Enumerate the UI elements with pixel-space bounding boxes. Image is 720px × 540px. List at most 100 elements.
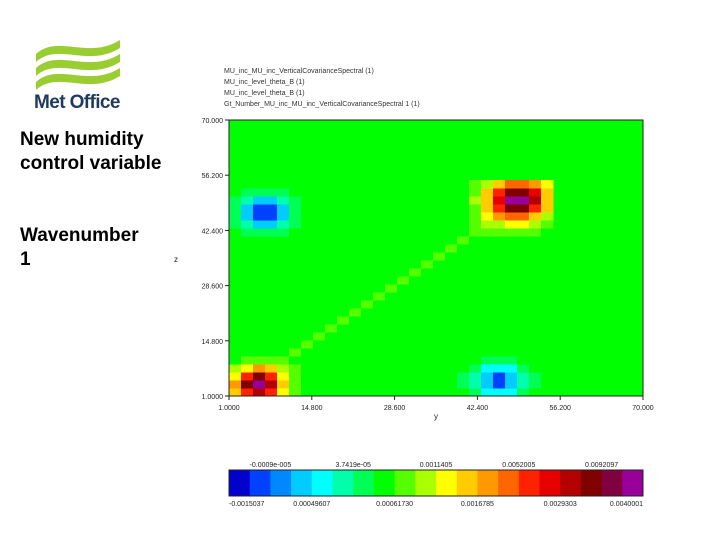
heatmap-cell xyxy=(517,348,530,357)
heatmap-cell xyxy=(361,332,374,341)
heatmap-cell xyxy=(337,372,350,381)
heatmap-cell xyxy=(229,324,242,333)
heatmap-cell xyxy=(325,244,338,253)
heatmap-cell xyxy=(481,252,494,261)
heatmap-cell xyxy=(397,324,410,333)
heatmap-cell xyxy=(301,196,314,205)
heatmap-cell xyxy=(457,244,470,253)
heatmap-cell xyxy=(265,324,278,333)
heatmap-cell xyxy=(397,236,410,245)
heatmap-cell xyxy=(301,348,314,357)
heatmap-cell xyxy=(289,228,302,237)
heatmap-cell xyxy=(529,220,542,229)
y-tick-label: 70.000 xyxy=(202,118,224,125)
heatmap-cell xyxy=(541,316,554,325)
heatmap-cell xyxy=(505,284,518,293)
x-tick-label: 70.000 xyxy=(632,405,654,412)
heatmap-cell xyxy=(241,196,254,205)
heatmap-cell xyxy=(265,188,278,197)
heatmap-cell xyxy=(421,388,434,397)
heatmap-cell xyxy=(289,244,302,253)
heatmap-cell xyxy=(241,268,254,277)
heatmap-cell xyxy=(361,204,374,213)
heatmap-cell xyxy=(325,180,338,189)
heatmap-cell xyxy=(421,268,434,277)
heatmap-cell xyxy=(433,188,446,197)
heatmap-cell xyxy=(493,252,506,261)
heatmap-cell xyxy=(481,268,494,277)
heatmap-cell xyxy=(325,236,338,245)
heatmap-cell xyxy=(277,340,290,349)
colorbar-swatch xyxy=(291,470,313,496)
x-tick-label: 14.800 xyxy=(301,405,323,412)
heatmap-cell xyxy=(481,260,494,269)
heatmap-cell xyxy=(433,292,446,301)
heatmap-cell xyxy=(241,348,254,357)
heatmap-cell xyxy=(529,364,542,373)
heatmap-cell xyxy=(301,308,314,317)
heatmap-cell xyxy=(493,236,506,245)
heatmap-cell xyxy=(493,260,506,269)
heatmap-cell xyxy=(541,308,554,317)
heatmap-cell xyxy=(397,188,410,197)
heatmap-cell xyxy=(301,260,314,269)
heatmap-cell xyxy=(313,204,326,213)
heatmap-cell xyxy=(409,212,422,221)
heatmap-cell xyxy=(409,380,422,389)
colorbar-top-label: 3.7419e-05 xyxy=(335,462,371,469)
heatmap-cell xyxy=(349,340,362,349)
heatmap-cell xyxy=(529,236,542,245)
heatmap-cell xyxy=(529,284,542,293)
heatmap-cell xyxy=(277,188,290,197)
heatmap-cell xyxy=(385,260,398,269)
heatmap-cell xyxy=(541,228,554,237)
heatmap-cell xyxy=(409,284,422,293)
heatmap-cell xyxy=(457,252,470,261)
heatmap-cell xyxy=(349,292,362,301)
heatmap-cell xyxy=(397,388,410,397)
heatmap-cell xyxy=(505,348,518,357)
heatmap-cell xyxy=(289,324,302,333)
heatmap-cell xyxy=(277,388,290,397)
colorbar-bottom-label: 0.0040001 xyxy=(610,501,643,508)
heatmap-cell xyxy=(469,340,482,349)
heatmap-cell xyxy=(397,204,410,213)
heatmap-cell xyxy=(445,236,458,245)
heatmap-cell xyxy=(541,332,554,341)
heatmap-cell xyxy=(361,292,374,301)
heatmap-cell xyxy=(349,236,362,245)
heatmap-cell xyxy=(433,220,446,229)
heatmap-cell xyxy=(457,268,470,277)
heatmap-cell xyxy=(313,348,326,357)
heatmap-cell xyxy=(301,292,314,301)
heatmap-cell xyxy=(493,180,506,189)
heatmap-cell xyxy=(481,348,494,357)
heatmap-cell xyxy=(385,348,398,357)
heatmap-cell xyxy=(481,300,494,309)
heatmap-cell xyxy=(481,236,494,245)
heatmap-cell xyxy=(301,380,314,389)
heatmap-cell xyxy=(337,380,350,389)
heatmap-cell xyxy=(277,180,290,189)
heatmap-cell xyxy=(457,212,470,221)
heatmap-cell xyxy=(313,252,326,261)
heatmap-cell xyxy=(493,348,506,357)
heatmap-cell xyxy=(457,308,470,317)
heatmap-cell xyxy=(229,316,242,325)
heatmap-cell xyxy=(253,292,266,301)
heatmap-cell xyxy=(301,220,314,229)
heatmap-cell xyxy=(517,252,530,261)
heatmap-cell xyxy=(241,372,254,381)
heatmap-cell xyxy=(481,204,494,213)
heatmap-cell xyxy=(505,244,518,253)
heatmap-cell xyxy=(469,236,482,245)
colorbar-swatch xyxy=(249,470,271,496)
heatmap-cell xyxy=(469,204,482,213)
heatmap-cell xyxy=(253,236,266,245)
heatmap-cell xyxy=(433,348,446,357)
heatmap-cell xyxy=(433,252,446,261)
heatmap-cell xyxy=(361,244,374,253)
heatmap-cell xyxy=(445,220,458,229)
heatmap-cell xyxy=(409,292,422,301)
heatmap-cell xyxy=(241,260,254,269)
